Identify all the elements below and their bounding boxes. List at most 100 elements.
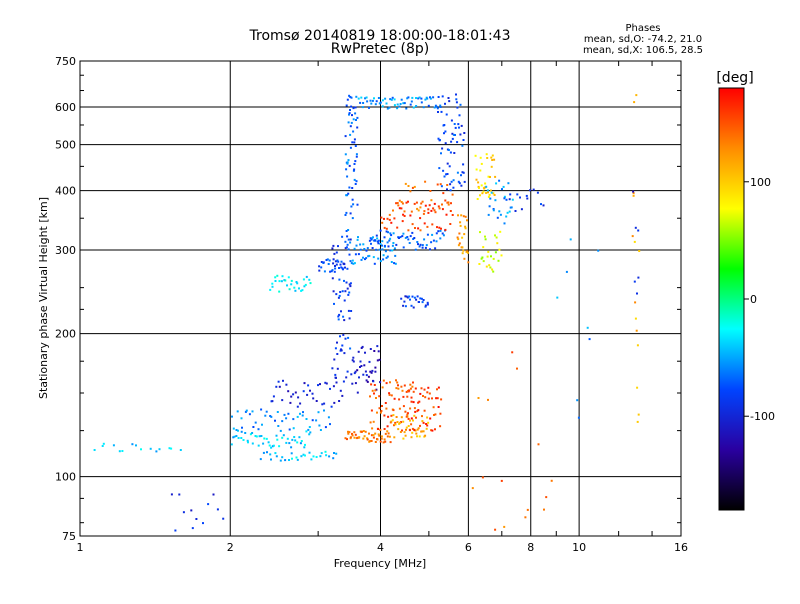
y-tick-label: 500: [55, 139, 76, 152]
data-point: [416, 207, 419, 210]
data-point: [395, 202, 398, 205]
data-point: [319, 383, 321, 386]
data-point: [275, 434, 278, 437]
data-point: [390, 394, 393, 397]
data-point: [487, 191, 489, 194]
data-point: [440, 398, 443, 401]
data-point: [348, 164, 351, 167]
data-point: [284, 279, 287, 282]
data-point: [397, 428, 400, 431]
data-point: [488, 205, 491, 208]
data-point: [466, 250, 469, 253]
data-point: [440, 185, 443, 188]
data-point: [300, 289, 303, 292]
data-point: [404, 236, 407, 239]
data-point: [419, 243, 422, 246]
data-point: [444, 102, 446, 105]
data-point: [279, 459, 282, 462]
data-point: [466, 251, 469, 254]
data-point: [430, 429, 433, 432]
data-point: [457, 238, 460, 241]
data-point: [401, 389, 404, 392]
data-point: [377, 257, 380, 260]
data-point: [457, 123, 460, 126]
data-point: [378, 248, 381, 251]
data-point: [378, 407, 381, 410]
data-point: [405, 426, 408, 429]
data-point: [491, 154, 494, 157]
data-point: [409, 190, 412, 193]
data-point: [368, 239, 371, 242]
data-point: [364, 370, 367, 373]
data-point: [370, 238, 373, 241]
data-point: [635, 94, 638, 97]
data-point: [296, 441, 299, 444]
data-point: [396, 381, 399, 384]
data-point: [444, 130, 447, 133]
data-point: [484, 182, 487, 185]
data-point: [368, 360, 371, 363]
data-point: [287, 276, 290, 279]
stats-header: Phases: [625, 23, 660, 34]
data-point: [348, 317, 351, 320]
data-point: [429, 97, 432, 100]
data-point: [438, 207, 441, 210]
data-point: [434, 247, 437, 250]
data-point: [362, 256, 364, 259]
data-point: [420, 97, 423, 100]
data-point: [356, 369, 359, 372]
data-point: [439, 106, 442, 108]
data-point: [346, 161, 349, 164]
data-point: [442, 169, 445, 172]
colorbar-label: [deg]: [716, 70, 753, 86]
data-point: [461, 252, 464, 255]
data-point: [411, 231, 414, 234]
data-point: [431, 223, 434, 226]
data-point: [421, 200, 424, 203]
data-point: [335, 293, 338, 296]
data-point: [374, 239, 376, 242]
data-point: [633, 101, 636, 104]
data-point: [480, 184, 483, 187]
data-point: [344, 240, 347, 243]
x-tick-label: 4: [377, 541, 384, 554]
data-point: [435, 397, 438, 400]
data-point: [379, 260, 382, 263]
data-point: [270, 446, 273, 449]
data-point: [420, 101, 423, 104]
data-point: [423, 409, 426, 412]
data-point: [532, 188, 535, 191]
data-point: [320, 266, 323, 269]
data-point: [445, 213, 448, 216]
data-point: [299, 402, 302, 405]
data-point: [330, 405, 333, 408]
data-point: [487, 195, 490, 198]
data-point: [414, 429, 417, 432]
data-point: [202, 522, 204, 525]
data-point: [376, 411, 378, 414]
data-point: [258, 435, 261, 438]
data-point: [448, 165, 451, 168]
data-point: [386, 425, 389, 428]
data-point: [360, 96, 363, 99]
data-point: [304, 443, 306, 446]
data-point: [449, 223, 452, 225]
data-point: [371, 247, 374, 249]
data-point: [310, 458, 313, 461]
data-point: [349, 282, 352, 285]
data-point: [357, 97, 360, 100]
data-point: [496, 216, 499, 219]
data-point: [384, 432, 387, 435]
data-point: [254, 435, 257, 437]
data-point: [463, 132, 466, 134]
data-point: [288, 442, 291, 445]
data-point: [417, 97, 420, 100]
data-point: [389, 98, 392, 101]
y-tick-label: 300: [55, 244, 76, 257]
data-point: [418, 400, 421, 403]
data-point: [424, 304, 427, 307]
data-point: [492, 270, 495, 273]
data-point: [351, 382, 354, 385]
data-point: [409, 419, 411, 422]
data-point: [441, 95, 444, 98]
